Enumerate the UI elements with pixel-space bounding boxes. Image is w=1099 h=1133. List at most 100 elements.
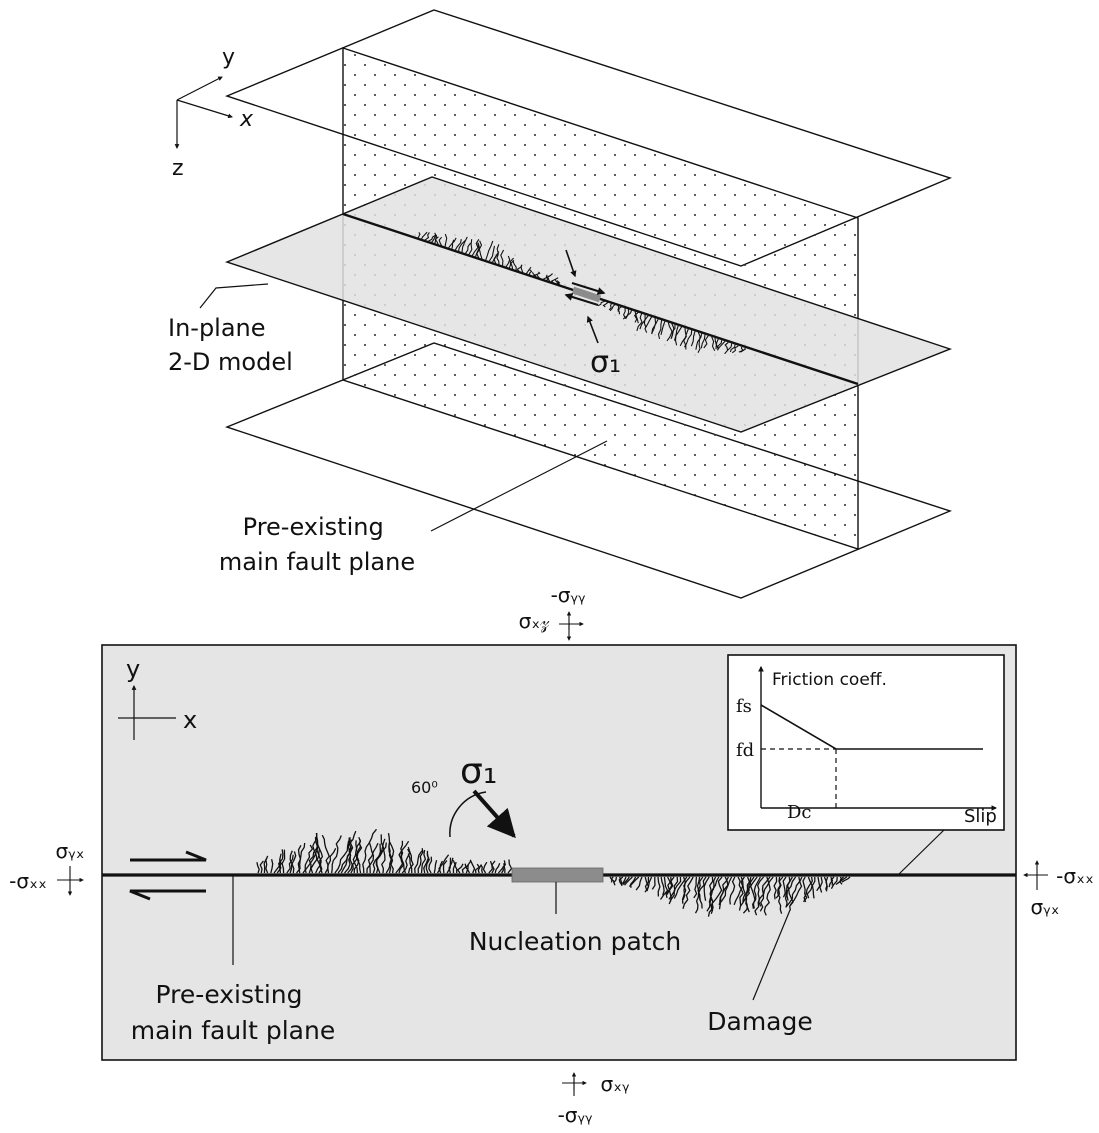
damage-crack xyxy=(458,240,466,252)
damage-crack xyxy=(618,876,624,886)
damage-crack xyxy=(367,842,379,874)
bottom-2d-diagram: x y σ₁ 60⁰ Pre-existing main fault plane… xyxy=(9,583,1094,1127)
damage-crack xyxy=(259,860,264,874)
damage-crack xyxy=(651,318,659,335)
inset-ylabel: Friction coeff. xyxy=(772,670,887,690)
damage-crack xyxy=(786,876,797,901)
damage-crack xyxy=(297,844,302,874)
damage-crack xyxy=(477,864,482,874)
damage-crack xyxy=(644,877,650,892)
damage-crack xyxy=(681,876,691,904)
axis-triad-2d: x y xyxy=(118,655,197,740)
damage-crack xyxy=(690,331,696,347)
damage-crack xyxy=(697,332,701,354)
damage-crack xyxy=(657,319,663,340)
damage-crack xyxy=(639,315,649,330)
damage-crack xyxy=(724,341,729,351)
damage-crack xyxy=(715,338,719,350)
shear-sense-arrow-bottom xyxy=(129,889,206,901)
damage-crack xyxy=(644,876,653,893)
damage-crack xyxy=(802,876,808,903)
sigma1-label-3d: σ₁ xyxy=(590,345,621,380)
damage-crack xyxy=(782,876,787,898)
damage-crack xyxy=(510,259,515,270)
axis-label-x-3d: x xyxy=(239,107,254,132)
damage-crack xyxy=(438,854,450,874)
damage-crack xyxy=(331,835,342,874)
damage-crack xyxy=(610,876,614,883)
damage-crack xyxy=(773,876,778,900)
damage-crack xyxy=(334,837,351,874)
damage-crack xyxy=(454,861,458,874)
damage-crack xyxy=(745,876,755,913)
damage-crack xyxy=(754,876,774,916)
damage-crack xyxy=(660,876,665,896)
stress-bottom-label-2: -σᵧᵧ xyxy=(558,1103,593,1127)
damage-crack xyxy=(505,255,511,268)
damage-label: Damage xyxy=(707,1007,813,1036)
damage-crack xyxy=(729,344,736,353)
damage-crack xyxy=(485,240,494,261)
damage-2d xyxy=(256,828,851,917)
damage-crack xyxy=(718,876,733,906)
damage-crack xyxy=(825,876,829,892)
damage-crack xyxy=(465,860,472,874)
damage-crack xyxy=(816,876,821,892)
damage-crack xyxy=(452,860,456,874)
damage-crack xyxy=(493,251,500,264)
damage-3d xyxy=(417,231,746,355)
stress-bottom-label-1: σₓᵧ xyxy=(600,1072,630,1096)
damage-crack xyxy=(281,849,286,874)
damage-crack xyxy=(733,876,745,906)
damage-crack xyxy=(724,343,733,355)
damage-crack xyxy=(700,334,706,349)
damage-crack xyxy=(520,264,524,273)
stress-right: -σₓₓ σᵧₓ xyxy=(1023,860,1094,919)
damage-crack xyxy=(738,347,746,353)
axis-triad-3d: y x z xyxy=(172,45,254,181)
damage-crack xyxy=(694,876,707,914)
damage-crack xyxy=(775,876,784,899)
stress-top: -σᵧᵧ σₓ𝓏 xyxy=(519,583,586,641)
damage-label-leader xyxy=(752,909,791,1001)
damage-crack xyxy=(784,876,793,908)
damage-crack xyxy=(644,316,653,333)
shear-arrow-3d-top xyxy=(571,282,606,295)
angle-arc xyxy=(449,791,487,838)
damage-crack xyxy=(830,876,838,890)
angle-label: 60⁰ xyxy=(411,778,438,797)
damage-crack xyxy=(465,864,471,874)
damage-crack xyxy=(613,876,618,886)
damage-crack xyxy=(633,311,639,323)
damage-crack xyxy=(428,856,433,874)
damage-crack xyxy=(469,859,476,874)
damage-crack xyxy=(622,307,626,319)
inplane-label: In-plane 2-D model xyxy=(168,314,293,376)
damage-crack xyxy=(695,333,703,350)
damage-crack xyxy=(608,302,613,311)
damage-crack xyxy=(500,249,505,267)
damage-crack xyxy=(256,862,260,874)
damage-crack xyxy=(434,236,439,245)
axis-label-y-2d: y xyxy=(126,655,140,683)
damage-crack xyxy=(531,272,537,278)
damage-crack xyxy=(400,850,407,874)
stress-bottom: σₓᵧ -σᵧᵧ xyxy=(558,1072,630,1127)
damage-crack xyxy=(666,324,676,342)
damage-crack xyxy=(528,269,533,275)
damage-crack xyxy=(737,876,744,906)
damage-crack xyxy=(703,335,709,349)
damage-crack xyxy=(424,232,430,241)
damage-crack xyxy=(707,876,723,917)
damage-crack xyxy=(657,876,661,897)
damage-crack xyxy=(376,842,387,874)
friction-inset: Friction coeff. Slip fs fd Dc xyxy=(727,654,1005,831)
damage-crack xyxy=(433,860,438,874)
damage-crack xyxy=(442,860,448,874)
damage-crack xyxy=(448,857,454,874)
inplane-label-leader xyxy=(199,283,269,309)
damage-crack xyxy=(461,863,467,874)
damage-crack xyxy=(438,236,443,247)
damage-crack xyxy=(711,336,716,352)
damage-crack xyxy=(286,854,294,874)
